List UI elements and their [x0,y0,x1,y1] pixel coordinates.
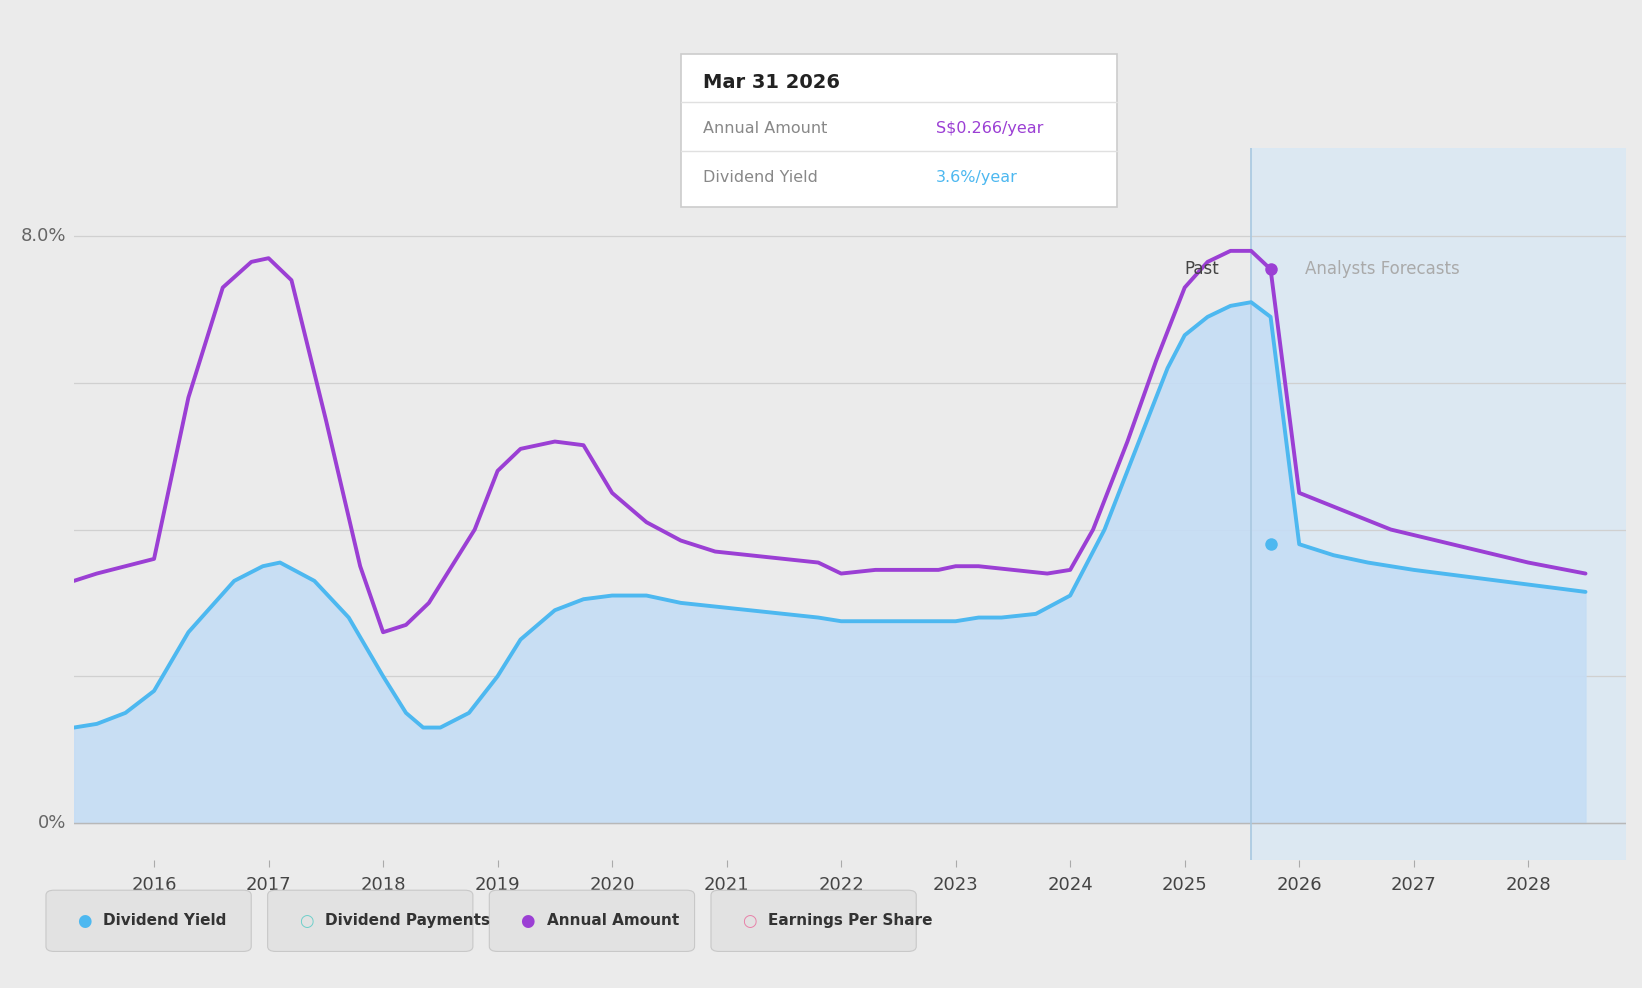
Text: S$0.266/year: S$0.266/year [936,121,1043,136]
Text: Past: Past [1184,260,1218,279]
Text: Annual Amount: Annual Amount [547,913,680,929]
Text: Earnings Per Share: Earnings Per Share [768,913,933,929]
Text: ●: ● [77,912,92,930]
Text: 0%: 0% [38,814,66,832]
Bar [1251,148,1626,860]
Text: ○: ○ [742,912,757,930]
Text: Annual Amount: Annual Amount [703,121,828,136]
Text: ○: ○ [299,912,314,930]
Text: Dividend Payments: Dividend Payments [325,913,489,929]
Text: Dividend Yield: Dividend Yield [703,170,818,186]
Text: Mar 31 2026: Mar 31 2026 [703,72,839,92]
Text: 8.0%: 8.0% [21,227,66,245]
Text: Dividend Yield: Dividend Yield [103,913,227,929]
Text: ●: ● [521,912,535,930]
Text: Analysts Forecasts: Analysts Forecasts [1305,260,1460,279]
Text: 3.6%/year: 3.6%/year [936,170,1018,186]
